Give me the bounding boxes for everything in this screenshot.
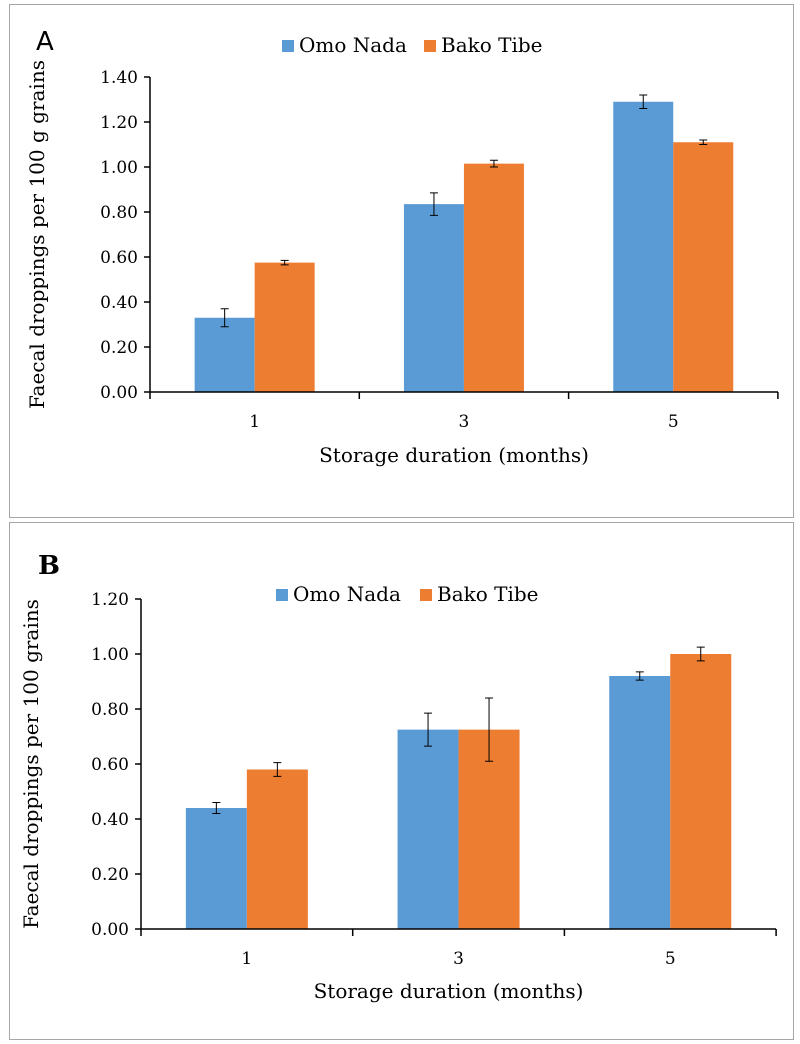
chart-a-y-tick-label: 1.00 — [100, 158, 138, 178]
chart-b-x-tick-label: 3 — [453, 949, 464, 969]
chart-a-y-tick-label: 0.60 — [100, 248, 138, 268]
chart-a-bar-bako-tibe-3 — [463, 163, 524, 392]
chart-a-bar-bako-tibe-5 — [673, 142, 734, 392]
chart-b-legend-swatch-bako-tibe — [420, 589, 432, 601]
chart-b-x-axis-label: Storage duration (months) — [314, 979, 584, 1003]
chart-a-bar-omo-nada-3 — [403, 204, 464, 392]
chart-a-legend-swatch-bako-tibe — [424, 40, 436, 52]
chart-b-bar-omo-nada-3 — [397, 729, 459, 929]
chart-a-bar-bako-tibe-1 — [254, 262, 315, 392]
chart-b-bar-bako-tibe-5 — [670, 654, 732, 929]
chart-b-y-tick-label: 1.00 — [91, 645, 129, 665]
chart-a-y-tick-label: 0.00 — [100, 383, 138, 403]
chart-b-y-tick-label: 1.20 — [91, 590, 129, 610]
chart-b-bar-omo-nada-5 — [609, 676, 671, 929]
chart-a-legend-label-omo-nada: Omo Nada — [299, 33, 407, 57]
chart-a-x-axis-label: Storage duration (months) — [319, 443, 589, 467]
chart-b-bar-bako-tibe-3 — [458, 729, 520, 929]
chart-a-y-tick-label: 0.80 — [100, 203, 138, 223]
chart-b-legend-swatch-omo-nada — [276, 589, 288, 601]
panel-label-b: B — [38, 551, 60, 581]
chart-b-bar-bako-tibe-1 — [246, 769, 308, 929]
chart-a-bar-omo-nada-5 — [613, 101, 674, 392]
chart-a-y-tick-label: 1.20 — [100, 113, 138, 133]
chart-a-y-tick-label: 1.40 — [100, 68, 138, 88]
chart-b-y-tick-label: 0.80 — [91, 700, 129, 720]
chart-b-x-tick-label: 5 — [665, 949, 676, 969]
chart-b-legend-label-omo-nada: Omo Nada — [293, 582, 401, 606]
chart-a-legend-swatch-omo-nada — [282, 40, 294, 52]
panel-label-a: A — [36, 27, 54, 57]
chart-a-x-tick-label: 5 — [668, 412, 679, 432]
chart-a-bar-omo-nada-1 — [194, 317, 255, 392]
chart-b-bar-omo-nada-1 — [185, 808, 247, 929]
chart-a-y-axis-label: Faecal droppings per 100 g grains — [25, 60, 49, 409]
chart-b-x-tick-label: 1 — [241, 949, 252, 969]
chart-a-y-tick-label: 0.40 — [100, 293, 138, 313]
chart-b-legend-label-bako-tibe: Bako Tibe — [437, 582, 539, 606]
chart-b-y-tick-label: 0.20 — [91, 865, 129, 885]
chart-a-legend-label-bako-tibe: Bako Tibe — [441, 33, 543, 57]
chart-b-y-axis-label: Faecal droppings per 100 grains — [19, 599, 43, 929]
chart-b-y-tick-label: 0.40 — [91, 810, 129, 830]
chart-b-y-tick-label: 0.60 — [91, 755, 129, 775]
chart-b-y-tick-label: 0.00 — [91, 920, 129, 940]
chart-a-x-tick-label: 1 — [249, 412, 260, 432]
chart-a-y-tick-label: 0.20 — [100, 338, 138, 358]
chart-a-x-tick-label: 3 — [459, 412, 470, 432]
